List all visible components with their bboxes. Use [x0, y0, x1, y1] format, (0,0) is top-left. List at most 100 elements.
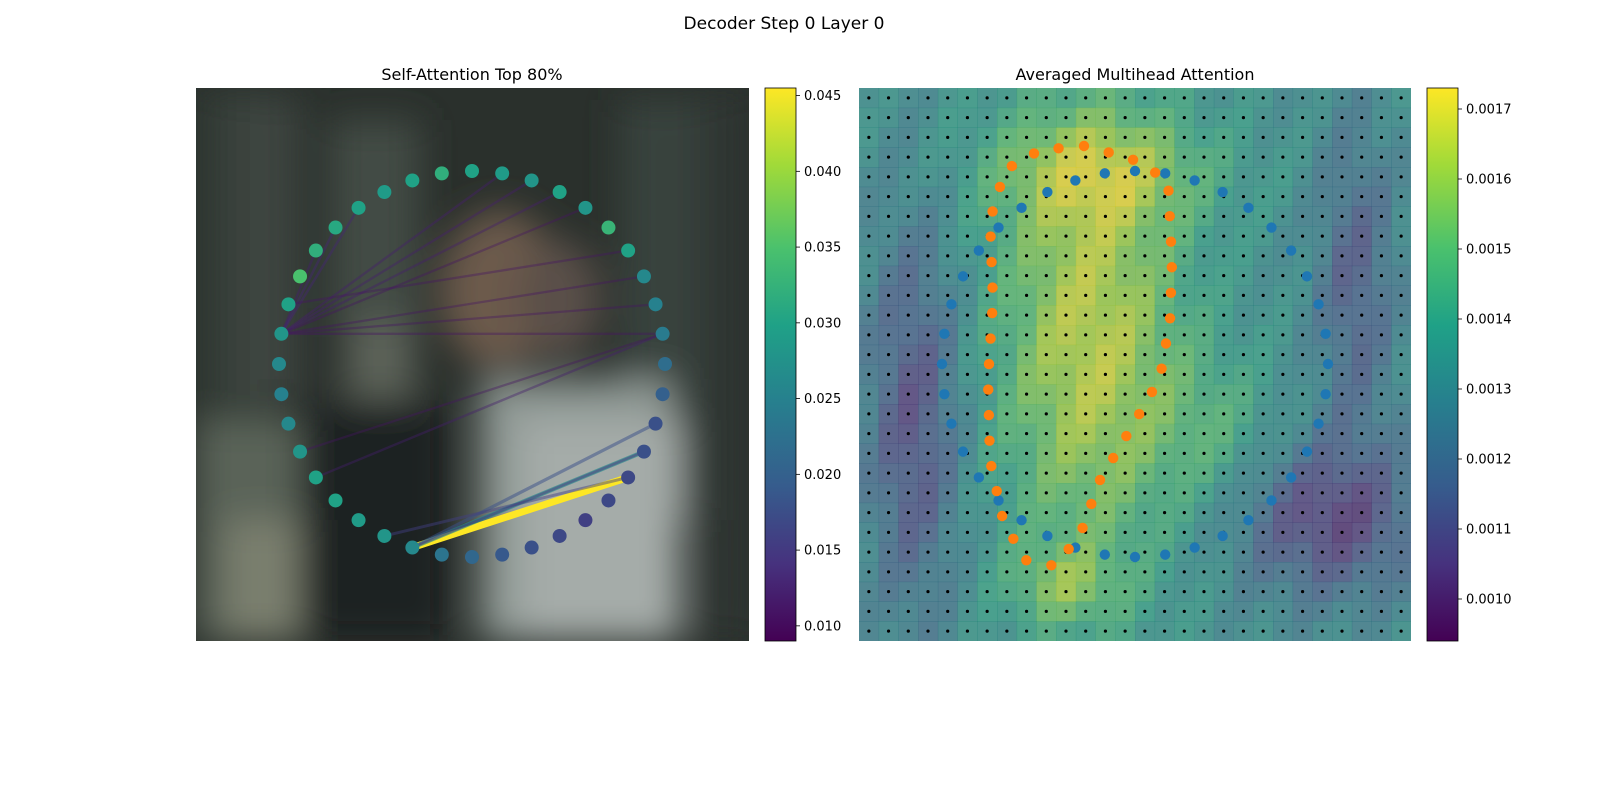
grid-dot	[946, 293, 950, 297]
orange-point	[984, 435, 995, 446]
grid-dot	[1379, 412, 1384, 416]
grid-dot	[1064, 392, 1068, 396]
grid-dot	[1379, 550, 1384, 554]
grid-dot	[1143, 491, 1147, 495]
grid-dot	[1084, 412, 1088, 416]
grid-dot	[1005, 155, 1009, 159]
grid-dot	[1241, 175, 1246, 179]
grid-dot	[886, 590, 891, 594]
grid-dot	[1162, 629, 1167, 633]
orange-point	[1028, 148, 1040, 159]
grid-dot	[1399, 175, 1403, 179]
blue-point	[1042, 530, 1053, 542]
grid-dot	[1143, 214, 1147, 218]
grid-dot	[1320, 550, 1324, 554]
grid-dot	[1241, 353, 1246, 357]
grid-dot	[1103, 629, 1108, 633]
orange-point	[1164, 211, 1175, 222]
grid-dot	[965, 353, 970, 357]
grid-dot	[1241, 254, 1246, 258]
grid-dot	[1182, 135, 1186, 139]
blue-point	[1129, 551, 1141, 563]
grid-dot	[1281, 432, 1285, 436]
grid-dot	[906, 234, 910, 238]
grid-dot	[1084, 590, 1088, 594]
grid-dot	[1241, 135, 1246, 139]
grid-dot	[965, 511, 970, 515]
grid-dot	[1379, 471, 1384, 475]
grid-dot	[1379, 175, 1384, 179]
grid-dot	[926, 195, 930, 199]
grid-dot	[1044, 214, 1048, 218]
grid-dot	[1143, 451, 1147, 455]
grid-dot	[906, 116, 910, 120]
right-colorbar-tick-label: 0.0011	[1466, 523, 1512, 538]
contour-point	[351, 200, 366, 215]
grid-dot	[1123, 175, 1127, 179]
grid-dot	[1143, 116, 1147, 120]
grid-dot	[1241, 214, 1246, 218]
grid-dot	[1340, 570, 1344, 574]
grid-dot	[1300, 195, 1305, 199]
grid-dot	[1123, 609, 1127, 613]
grid-dot	[1103, 491, 1108, 495]
grid-dot	[1222, 135, 1226, 139]
grid-dot	[1222, 451, 1226, 455]
grid-dot	[985, 570, 989, 574]
grid-dot	[906, 412, 910, 416]
attention-edge	[298, 332, 664, 453]
grid-dot	[1300, 353, 1305, 357]
grid-dot	[1162, 313, 1167, 317]
blue-point	[1301, 271, 1313, 282]
left-colorbar-tick-label: 0.015	[804, 544, 841, 559]
grid-dot	[886, 96, 891, 100]
grid-dot	[1103, 293, 1108, 297]
grid-dot	[1340, 254, 1344, 258]
right-colorbar-tick-label: 0.0016	[1466, 173, 1512, 188]
grid-dot	[1182, 432, 1186, 436]
grid-dot	[1024, 214, 1029, 218]
contour-point	[578, 513, 593, 528]
grid-dot	[1024, 353, 1029, 357]
grid-dot	[1103, 214, 1108, 218]
grid-dot	[1182, 175, 1186, 179]
contour-point	[648, 297, 663, 312]
grid-dot	[1084, 451, 1088, 455]
grid-dot	[1064, 313, 1068, 317]
attention-edge	[280, 226, 337, 336]
grid-dot	[1044, 590, 1048, 594]
grid-dot	[1084, 274, 1088, 278]
grid-dot	[1340, 451, 1344, 455]
grid-dot	[1360, 135, 1364, 139]
grid-dot	[1261, 293, 1265, 297]
grid-dot	[1300, 590, 1305, 594]
grid-dot	[1379, 155, 1384, 159]
grid-dot	[1162, 254, 1167, 258]
grid-dot	[1182, 550, 1186, 554]
grid-dot	[1064, 451, 1068, 455]
blue-point	[1016, 514, 1027, 526]
grid-dot	[1379, 491, 1384, 495]
grid-dot	[1044, 313, 1048, 317]
grid-dot	[867, 412, 871, 416]
grid-dot	[1182, 353, 1186, 357]
grid-dot	[1281, 451, 1285, 455]
grid-dot	[965, 570, 970, 574]
grid-dot	[1202, 412, 1206, 416]
grid-dot	[1222, 254, 1226, 258]
grid-dot	[1202, 629, 1206, 633]
grid-dot	[965, 214, 970, 218]
grid-dot	[946, 412, 950, 416]
grid-dot	[1024, 234, 1029, 238]
grid-dot	[1084, 293, 1088, 297]
grid-dot	[1064, 590, 1068, 594]
grid-dot	[1340, 491, 1344, 495]
grid-dot	[1281, 175, 1285, 179]
grid-dot	[1281, 274, 1285, 278]
grid-dot	[1340, 313, 1344, 317]
grid-dot	[1005, 116, 1009, 120]
grid-dot	[1044, 511, 1048, 515]
grid-dot	[1241, 313, 1246, 317]
grid-dot	[1044, 609, 1048, 613]
grid-dot	[1202, 234, 1206, 238]
